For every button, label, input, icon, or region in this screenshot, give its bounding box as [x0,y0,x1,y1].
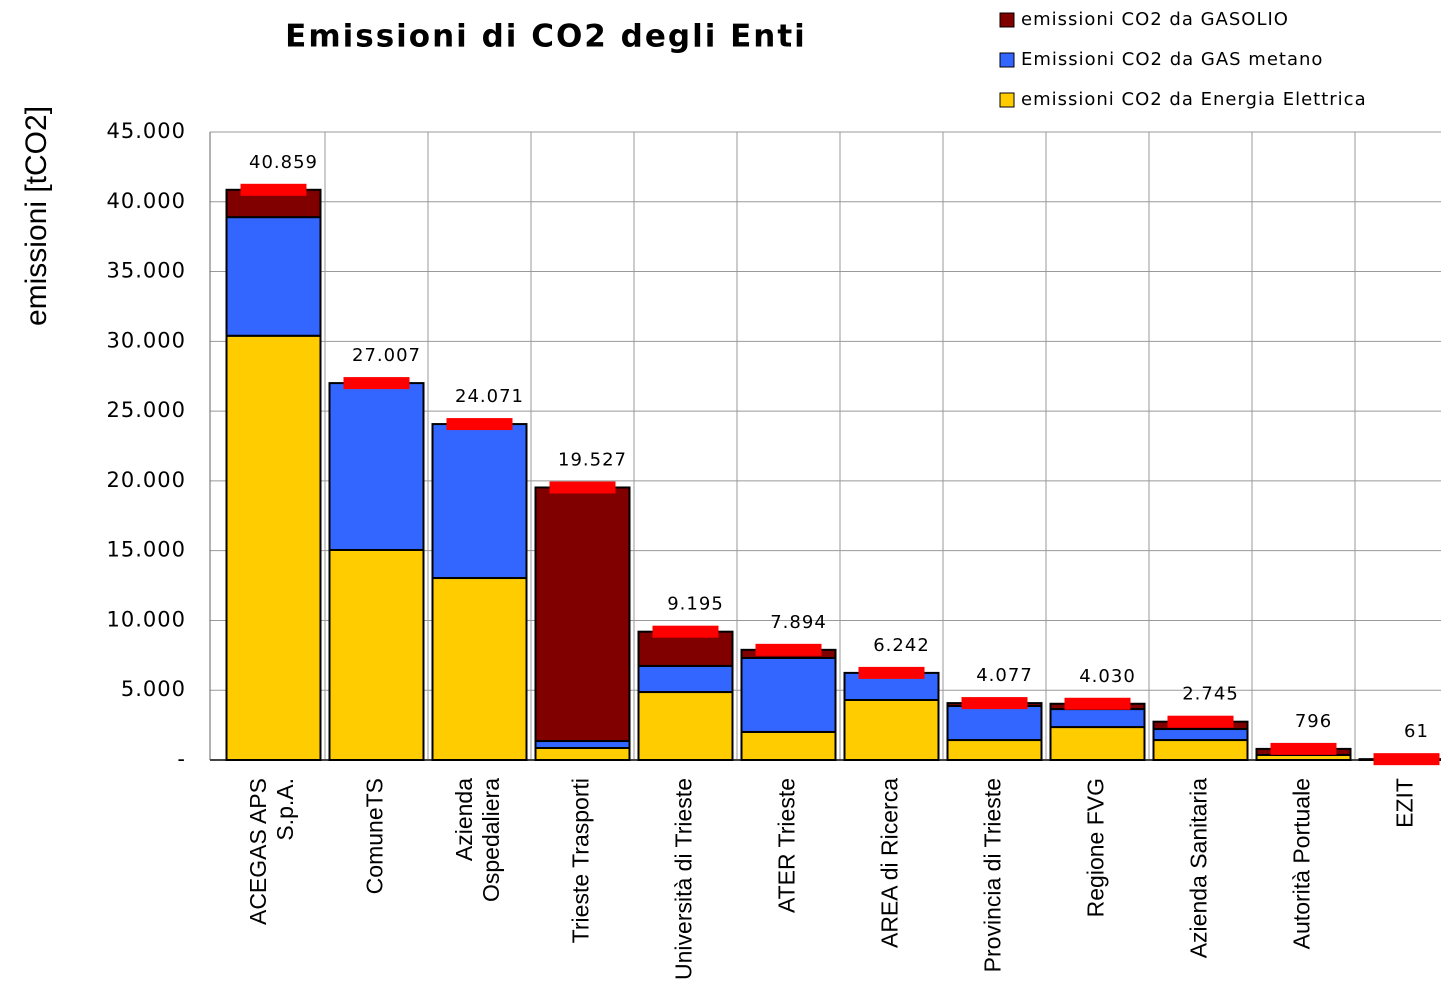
bar-segment [740,656,837,733]
total-label: 4.030 [1079,666,1136,687]
x-tick-label-group: Università di Trieste [671,778,697,980]
total-marker [1167,715,1234,728]
legend-swatch [999,52,1015,68]
total-marker [1373,753,1440,766]
y-tick-label: 45.000 [107,119,186,143]
bar-segment [1049,708,1146,729]
total-label: 61 [1404,721,1429,742]
bar-segment [431,577,528,761]
legend-label: emissioni CO2 da GASOLIO [1021,9,1289,30]
total-marker [240,183,307,196]
total-label: 9.195 [667,594,724,615]
x-tick-label: EZIT [1392,778,1418,828]
x-tick-label-group: Provincia di Trieste [980,778,1006,972]
bar-segment [946,704,1043,742]
total-marker [652,625,719,638]
total-marker [858,666,925,679]
x-tick-label: ComuneTS [362,778,388,894]
bar-segment [534,746,631,762]
y-tick-label: 20.000 [107,468,186,492]
bar-segment [328,382,425,551]
x-tick-label: Provincia di Trieste [980,778,1006,972]
y-tick-label: 35.000 [107,259,186,283]
x-tick-label: Università di Trieste [671,778,697,980]
y-tick-label: 25.000 [107,398,186,422]
x-tick-label-group: ATER Trieste [774,778,800,913]
y-tick-label: 30.000 [107,328,186,352]
x-tick-label-group: AREA di Ricerca [877,778,903,948]
bar-segment [1049,726,1146,761]
x-tick-label-group: Autorità Portuale [1289,778,1315,949]
chart-title: Emissioni di CO2 degli Enti [285,19,807,55]
y-tick-label: 40.000 [107,189,186,213]
total-label: 6.242 [873,635,930,656]
y-axis-title: emissioni [tCO2] [20,106,53,326]
x-tick-label-group: Regione FVG [1083,778,1109,917]
bar-segment [534,486,631,743]
y-tick-label: 10.000 [107,607,186,631]
x-tick-label-group: Trieste Trasporti [568,778,594,943]
total-label: 2.745 [1182,684,1239,705]
total-marker [343,377,410,390]
bar-segment [637,691,734,761]
total-marker [446,418,513,431]
x-tick-label: ACEGAS APSS.p.A. [245,778,298,925]
bar-segment [225,334,322,761]
total-label: 40.859 [249,152,318,173]
bar-segment [1152,739,1249,762]
total-label: 24.071 [455,386,524,407]
x-tick-label: Autorità Portuale [1289,778,1315,949]
total-label: 27.007 [352,345,421,366]
x-tick-label: AziendaOspedaliera [451,778,504,902]
total-marker [549,481,616,494]
bar-segment [534,740,631,749]
total-marker [961,697,1028,710]
bar-segment [637,664,734,694]
bar-segment [946,739,1043,762]
x-tick-label-group: AziendaOspedaliera [451,778,504,902]
legend-swatch [999,92,1015,108]
y-tick-label: - [177,747,186,771]
y-tick-label: 5.000 [121,677,186,701]
total-label: 7.894 [770,612,827,633]
legend-label: emissioni CO2 da Energia Elettrica [1021,89,1367,110]
bar-segment [225,216,322,337]
x-tick-label-group: Azienda Sanitaria [1186,778,1212,958]
total-label: 4.077 [976,665,1033,686]
total-label: 796 [1295,711,1332,732]
x-tick-label: ATER Trieste [774,778,800,913]
bar-segment [740,730,837,762]
x-tick-label: AREA di Ricerca [877,778,903,948]
x-tick-label-group: EZIT [1392,778,1418,828]
total-marker [1270,742,1337,755]
x-tick-label-group: ACEGAS APSS.p.A. [245,778,298,925]
x-tick-label: Regione FVG [1083,778,1109,917]
bar-segment [328,548,425,761]
x-tick-label-group: ComuneTS [362,778,388,894]
x-tick-label: Azienda Sanitaria [1186,778,1212,958]
total-label: 19.527 [558,449,627,470]
y-tick-label: 15.000 [107,538,186,562]
x-tick-label: Trieste Trasporti [568,778,594,943]
total-marker [755,643,822,656]
bar-segment [1152,728,1249,742]
total-marker [1064,697,1131,710]
legend-swatch [999,12,1015,28]
bar-segment [843,698,940,761]
bar-segment [431,423,528,580]
legend-label: Emissioni CO2 da GAS metano [1021,49,1323,70]
